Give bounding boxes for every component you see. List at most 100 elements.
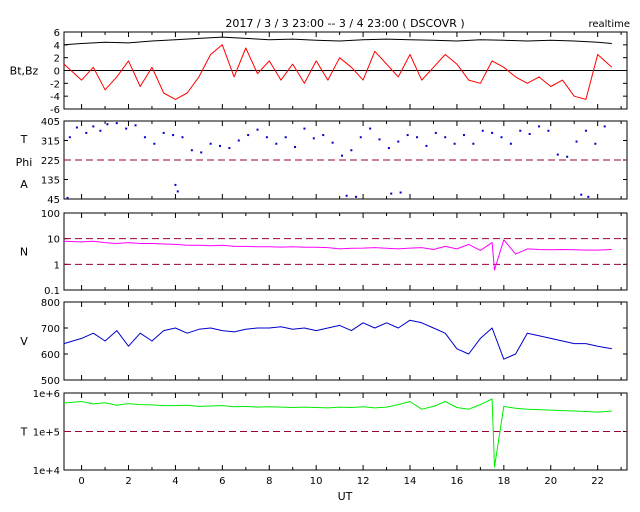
data-point xyxy=(575,140,578,143)
panel-frame xyxy=(63,212,628,291)
data-point xyxy=(303,127,306,130)
data-point xyxy=(369,127,372,130)
data-point xyxy=(397,140,400,143)
y-axis-label: V xyxy=(20,335,28,348)
y-tick-label: 600 xyxy=(41,350,60,361)
data-point xyxy=(92,125,95,128)
y-tick-label: 800 xyxy=(41,298,60,309)
data-point xyxy=(444,136,447,139)
data-point xyxy=(275,142,278,145)
x-tick-label: 14 xyxy=(404,476,417,487)
data-point xyxy=(434,131,437,134)
data-point xyxy=(228,147,231,150)
data-point xyxy=(312,137,315,140)
data-point xyxy=(580,193,583,196)
y-tick-label: -2 xyxy=(50,79,60,90)
y-tick-label: 225 xyxy=(41,156,60,167)
y-axis-label: N xyxy=(20,246,28,259)
x-tick-label: 16 xyxy=(451,476,464,487)
y-axis-label: T xyxy=(20,426,28,439)
data-point xyxy=(378,138,381,141)
x-tick-label: 22 xyxy=(591,476,604,487)
data-point xyxy=(134,124,137,127)
data-point xyxy=(75,126,78,129)
data-point xyxy=(453,142,456,145)
series-line-v xyxy=(63,319,612,360)
series-line-bz xyxy=(63,44,613,100)
y-tick-label: 100 xyxy=(41,209,60,220)
data-point xyxy=(538,125,541,128)
data-point xyxy=(500,136,503,139)
data-point xyxy=(416,136,419,139)
data-point xyxy=(85,131,88,134)
y-tick-label: 10 xyxy=(47,235,60,246)
data-point xyxy=(556,153,559,156)
data-point xyxy=(340,154,343,157)
y-tick-label: 6 xyxy=(54,28,60,39)
y-tick-label: 315 xyxy=(41,137,60,148)
data-point xyxy=(387,147,390,150)
y-tick-label: 4 xyxy=(54,41,60,52)
panel-frame xyxy=(63,301,628,381)
x-tick-label: 8 xyxy=(266,476,272,487)
y-tick-label: 1e+4 xyxy=(33,466,60,477)
data-point xyxy=(566,155,569,158)
data-point xyxy=(472,142,475,145)
data-point xyxy=(68,136,71,139)
y-axis-label: T xyxy=(20,133,28,146)
data-point xyxy=(265,136,268,139)
data-point xyxy=(584,129,587,132)
series-line-n xyxy=(63,239,612,271)
x-axis-label: UT xyxy=(338,490,353,503)
x-tick-label: 18 xyxy=(497,476,510,487)
data-point xyxy=(331,141,334,144)
data-point xyxy=(115,122,118,125)
data-point xyxy=(209,142,212,145)
x-tick-label: 12 xyxy=(357,476,370,487)
x-tick-label: 2 xyxy=(125,476,131,487)
data-point xyxy=(106,123,109,126)
y-tick-label: 0.1 xyxy=(44,286,60,297)
data-point xyxy=(322,134,325,137)
y-tick-label: -6 xyxy=(50,105,60,116)
data-point xyxy=(190,149,193,152)
y-tick-label: 1e+5 xyxy=(33,428,60,439)
y-tick-label: 1 xyxy=(54,260,60,271)
data-point xyxy=(99,129,102,132)
data-point xyxy=(345,194,348,197)
data-point xyxy=(256,128,259,131)
data-point xyxy=(247,134,250,137)
y-axis-label: Phi xyxy=(16,156,33,169)
data-point xyxy=(425,144,428,147)
y-tick-label: 405 xyxy=(41,117,60,128)
data-point xyxy=(172,134,175,137)
data-point xyxy=(200,151,203,154)
data-point xyxy=(153,142,156,145)
data-point xyxy=(603,125,606,128)
data-point xyxy=(125,127,128,130)
y-tick-label: 700 xyxy=(41,324,60,335)
data-point xyxy=(181,136,184,139)
data-point xyxy=(176,190,179,193)
data-point xyxy=(481,129,484,132)
data-point xyxy=(406,134,409,137)
data-point xyxy=(66,196,69,199)
y-tick-label: 2 xyxy=(54,54,60,65)
data-point xyxy=(237,139,240,142)
data-point xyxy=(359,136,362,139)
data-point xyxy=(284,136,287,139)
data-point xyxy=(162,131,165,134)
y-tick-label: 0 xyxy=(54,67,60,78)
y-tick-label: 135 xyxy=(41,176,60,187)
series-line-bt xyxy=(63,36,612,46)
y-tick-label: 500 xyxy=(41,376,60,387)
y-tick-label: 1e+6 xyxy=(33,389,60,400)
chart-title: 2017 / 3 / 3 23:00 -- 3 / 4 23:00 ( DSCO… xyxy=(225,17,464,30)
x-tick-label: 4 xyxy=(172,476,178,487)
data-point xyxy=(587,195,590,198)
x-tick-label: 0 xyxy=(78,476,84,487)
data-point xyxy=(399,191,402,194)
data-point xyxy=(462,134,465,137)
y-axis-label: Bt,Bz xyxy=(10,65,39,78)
